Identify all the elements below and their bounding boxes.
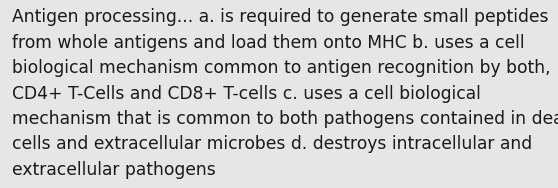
Text: Antigen processing... a. is required to generate small peptides: Antigen processing... a. is required to … [12,8,549,27]
Text: extracellular pathogens: extracellular pathogens [12,161,216,179]
Text: from whole antigens and load them onto MHC b. uses a cell: from whole antigens and load them onto M… [12,34,525,52]
Text: cells and extracellular microbes d. destroys intracellular and: cells and extracellular microbes d. dest… [12,135,532,153]
Text: mechanism that is common to both pathogens contained in dead: mechanism that is common to both pathoge… [12,110,558,128]
Text: biological mechanism common to antigen recognition by both,: biological mechanism common to antigen r… [12,59,551,77]
Text: CD4+ T-Cells and CD8+ T-cells c. uses a cell biological: CD4+ T-Cells and CD8+ T-cells c. uses a … [12,85,481,103]
